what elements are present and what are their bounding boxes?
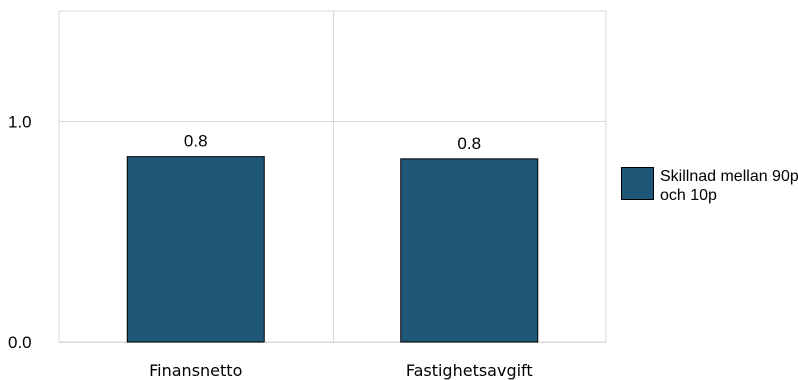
y-tick-label: 1.0 <box>8 112 32 131</box>
legend-swatch <box>621 167 654 200</box>
bar <box>126 156 265 343</box>
data-labels: 0.8 0.8 <box>184 132 481 153</box>
data-label: 0.8 <box>457 134 481 153</box>
x-category-label: Finansnetto <box>149 361 242 380</box>
bars <box>126 156 539 343</box>
legend-label: Skillnad mellan 90p och 10p <box>660 168 798 204</box>
data-label: 0.8 <box>184 132 208 151</box>
y-tick-label: 0.0 <box>8 333 32 352</box>
bar <box>400 158 539 343</box>
x-category-label: Fastighetsavgift <box>406 361 533 380</box>
x-axis-category-labels: Finansnetto Fastighetsavgift <box>149 361 533 380</box>
legend: Skillnad mellan 90p och 10p <box>621 167 798 205</box>
y-axis-tick-labels: 0.0 1.0 <box>8 112 32 352</box>
